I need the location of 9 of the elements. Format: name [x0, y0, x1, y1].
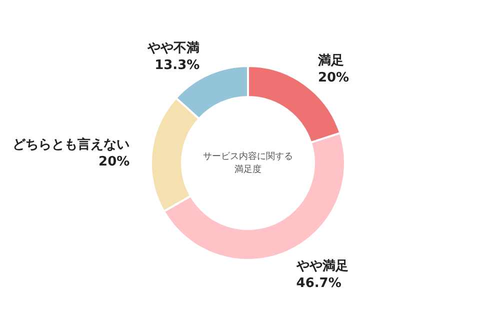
data-label: 13.3% — [154, 58, 200, 74]
text: サービス内容に関する満足度 — [203, 151, 293, 175]
data-label: 46.7% — [296, 276, 342, 291]
slice-label: やや不満 — [146, 41, 200, 56]
slice-label: 満足 — [316, 54, 344, 69]
data-label: 20% — [98, 154, 130, 170]
slice-label: やや満足 — [295, 258, 348, 274]
slice-label: どちらとも言えない — [12, 136, 130, 152]
data-label: 20% — [318, 70, 350, 86]
